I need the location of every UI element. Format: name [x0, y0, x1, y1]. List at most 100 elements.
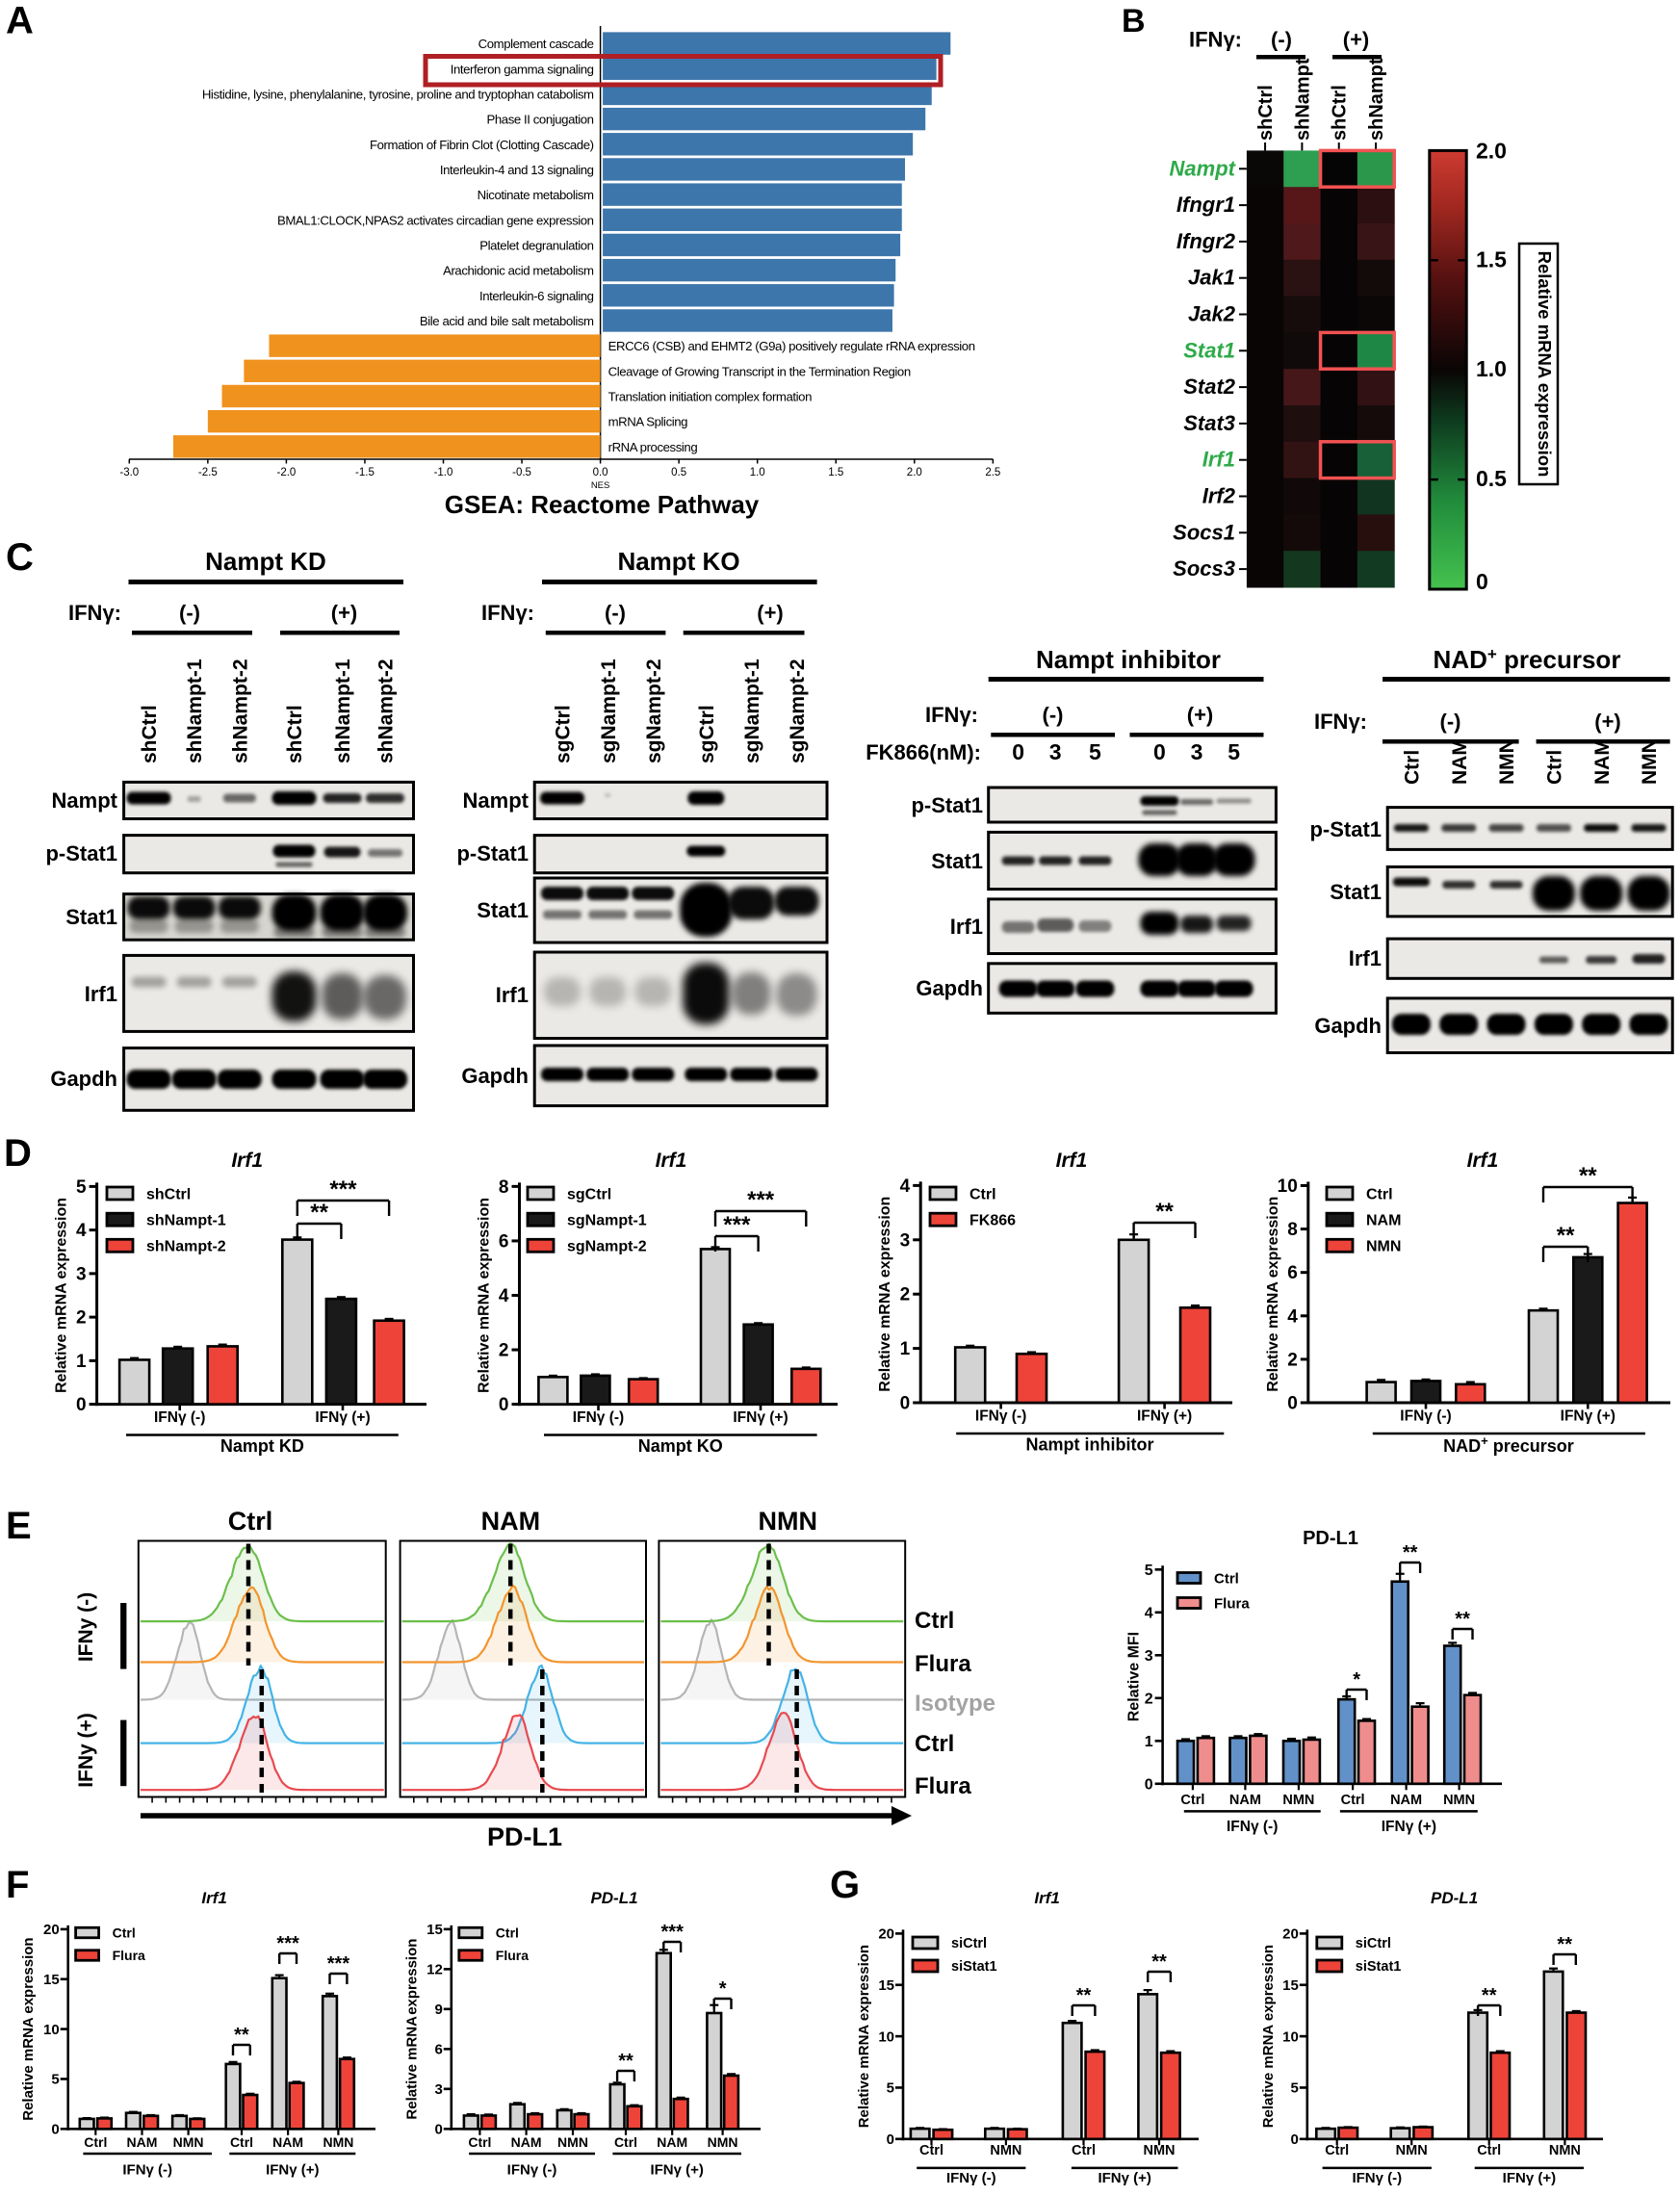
svg-text:IFNγ (-): IFNγ (-)	[1400, 1408, 1451, 1425]
svg-text:shNampt-2: shNampt-2	[146, 1239, 226, 1255]
svg-text:Ctrl: Ctrl	[1401, 750, 1423, 785]
svg-text:Formation of Fibrin Clot (Clot: Formation of Fibrin Clot (Clotting Casca…	[370, 138, 594, 152]
svg-text:Relative mRNA expression: Relative mRNA expression	[1265, 1197, 1281, 1392]
svg-text:Stat1: Stat1	[931, 849, 983, 873]
svg-text:8: 8	[1287, 1220, 1298, 1240]
svg-text:Nampt inhibitor: Nampt inhibitor	[1026, 1435, 1154, 1455]
svg-text:5: 5	[887, 2080, 894, 2097]
svg-text:8: 8	[499, 1177, 509, 1198]
svg-text:(+): (+)	[1187, 703, 1214, 727]
svg-text:Nampt: Nampt	[1170, 156, 1237, 180]
svg-text:NAM: NAM	[657, 2134, 687, 2150]
svg-text:6: 6	[499, 1231, 509, 1252]
svg-text:IFNγ (-): IFNγ (-)	[122, 2162, 172, 2179]
svg-text:Irf1: Irf1	[656, 1150, 687, 1172]
svg-text:NAM: NAM	[1591, 738, 1614, 785]
svg-text:sgCtrl: sgCtrl	[696, 705, 718, 763]
svg-text:(-): (-)	[1271, 28, 1292, 52]
svg-text:Relative mRNA expression: Relative mRNA expression	[1260, 1945, 1277, 2128]
svg-text:shNampt-1: shNampt-1	[146, 1212, 226, 1228]
svg-text:**: **	[1455, 1609, 1470, 1630]
svg-text:0: 0	[1476, 569, 1488, 594]
svg-text:0: 0	[1153, 739, 1166, 764]
svg-text:6: 6	[434, 2042, 442, 2058]
svg-text:3: 3	[76, 1264, 87, 1284]
svg-text:5: 5	[76, 1177, 87, 1198]
svg-text:3: 3	[1191, 739, 1203, 764]
svg-text:p-Stat1: p-Stat1	[911, 793, 983, 817]
svg-text:NAM: NAM	[272, 2134, 303, 2150]
svg-text:5: 5	[51, 2072, 59, 2088]
svg-text:1.5: 1.5	[828, 467, 843, 478]
svg-text:1: 1	[1145, 1734, 1153, 1750]
svg-text:2: 2	[76, 1308, 87, 1329]
svg-text:IFNγ (-): IFNγ (-)	[1352, 2170, 1402, 2186]
svg-text:10: 10	[1278, 1176, 1298, 1197]
svg-text:GSEA: Reactome Pathway: GSEA: Reactome Pathway	[445, 490, 760, 519]
svg-text:NAM: NAM	[1366, 1212, 1401, 1228]
svg-text:IFNγ (-): IFNγ (-)	[975, 1408, 1026, 1425]
svg-text:***: ***	[747, 1187, 775, 1213]
svg-text:4: 4	[900, 1176, 911, 1197]
svg-text:Ctrl: Ctrl	[1325, 2143, 1349, 2158]
svg-text:Isotype: Isotype	[915, 1691, 995, 1717]
svg-text:0: 0	[1145, 1776, 1153, 1793]
svg-text:NMN: NMN	[708, 2134, 738, 2150]
svg-text:NMN: NMN	[1443, 1793, 1475, 1808]
svg-text:1.5: 1.5	[1476, 246, 1507, 271]
svg-text:5: 5	[1228, 739, 1240, 764]
svg-text:F: F	[6, 1864, 29, 1906]
svg-text:IFNy (-): IFNy (-)	[75, 1592, 97, 1662]
svg-text:Irf1: Irf1	[1056, 1150, 1088, 1172]
svg-text:Jak1: Jak1	[1188, 266, 1235, 290]
svg-text:Flura: Flura	[496, 1948, 529, 1963]
svg-text:IFNγ:: IFNγ:	[925, 703, 978, 727]
svg-text:NES: NES	[591, 480, 610, 491]
svg-text:Ctrl: Ctrl	[915, 1608, 954, 1634]
svg-text:**: **	[1557, 1934, 1572, 1955]
svg-text:0: 0	[434, 2122, 442, 2138]
svg-text:10: 10	[878, 2028, 894, 2045]
svg-text:NMN: NMN	[1396, 2143, 1428, 2158]
svg-text:shCtrl: shCtrl	[1255, 85, 1277, 141]
svg-text:Ifngr1: Ifngr1	[1176, 193, 1235, 217]
svg-text:3: 3	[1145, 1648, 1153, 1665]
svg-text:NMN: NMN	[759, 1507, 818, 1536]
svg-text:NMN: NMN	[1282, 1793, 1314, 1808]
svg-text:Relative mRNA expression: Relative mRNA expression	[477, 1198, 493, 1393]
svg-text:Ctrl: Ctrl	[1180, 1793, 1204, 1808]
svg-text:IFNγ (+): IFNγ (+)	[1561, 1408, 1615, 1425]
svg-text:Gapdh: Gapdh	[461, 1064, 529, 1088]
svg-text:*: *	[1353, 1669, 1360, 1691]
svg-text:6: 6	[1287, 1263, 1298, 1283]
svg-text:(-): (-)	[1043, 703, 1064, 727]
svg-text:10: 10	[1282, 2028, 1299, 2045]
svg-text:2: 2	[499, 1341, 509, 1361]
svg-text:NMN: NMN	[1496, 738, 1518, 785]
svg-text:Nampt KD: Nampt KD	[205, 547, 326, 576]
svg-text:E: E	[6, 1505, 32, 1547]
svg-text:**: **	[1579, 1163, 1597, 1189]
svg-text:***: ***	[723, 1212, 751, 1238]
svg-text:Relative MFI: Relative MFI	[1126, 1632, 1143, 1721]
svg-text:0: 0	[900, 1394, 911, 1414]
svg-text:Ctrl: Ctrl	[113, 1925, 136, 1941]
svg-text:0: 0	[1287, 1394, 1298, 1414]
svg-text:Ctrl: Ctrl	[614, 2134, 637, 2150]
svg-text:siStat1: siStat1	[1356, 1959, 1402, 1975]
svg-text:Irf1: Irf1	[201, 1889, 226, 1907]
svg-text:0.5: 0.5	[1476, 466, 1507, 491]
svg-text:NAM: NAM	[511, 2134, 542, 2150]
svg-text:Ctrl: Ctrl	[1477, 2143, 1501, 2158]
svg-text:Ctrl: Ctrl	[1214, 1570, 1239, 1587]
svg-text:shNampt: shNampt	[1292, 58, 1313, 141]
svg-text:Irf1: Irf1	[1467, 1150, 1499, 1172]
svg-text:IFNγ (+): IFNγ (+)	[650, 2162, 703, 2179]
svg-text:**: **	[1557, 1223, 1575, 1249]
svg-text:B: B	[1122, 3, 1146, 39]
svg-text:PD-L1: PD-L1	[1431, 1889, 1478, 1907]
svg-text:4: 4	[1287, 1306, 1298, 1327]
svg-text:1.0: 1.0	[1476, 356, 1507, 381]
svg-text:NMN: NMN	[323, 2134, 353, 2150]
svg-text:***: ***	[276, 1933, 299, 1954]
